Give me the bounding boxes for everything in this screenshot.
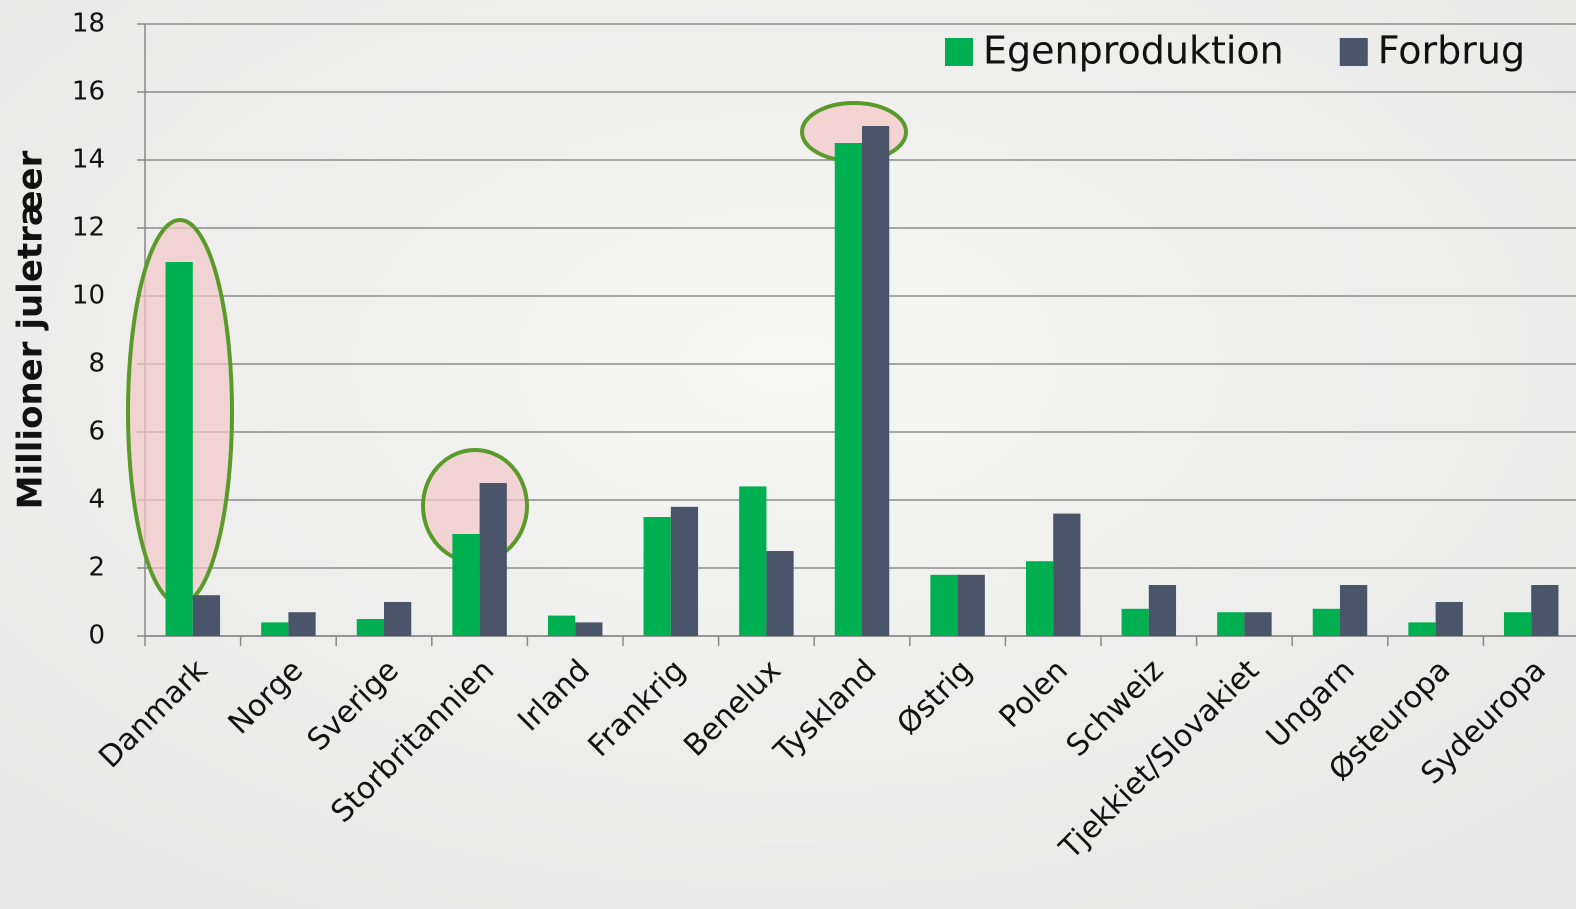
bar [862, 126, 890, 636]
bar [1148, 585, 1177, 636]
bar [1121, 608, 1149, 636]
bar [643, 517, 671, 636]
y-tick-label: 18 [72, 9, 105, 39]
legend-swatch [945, 38, 973, 66]
bar [356, 619, 384, 636]
legend-label: Egenproduktion [983, 29, 1284, 73]
bar [192, 595, 221, 636]
bar [547, 615, 576, 636]
legend-swatch [1339, 38, 1368, 66]
bar [930, 574, 958, 636]
bar [766, 551, 794, 636]
bar [165, 262, 193, 636]
bar [1531, 585, 1559, 636]
y-tick-label: 4 [88, 485, 105, 515]
bar [1244, 612, 1272, 636]
bar [1503, 612, 1532, 636]
bar [739, 486, 767, 636]
y-tick-label: 16 [72, 77, 105, 107]
y-tick-label: 14 [72, 145, 105, 175]
bar [1217, 612, 1245, 636]
y-axis-label: Millioner juletræer [11, 150, 51, 509]
y-tick-label: 2 [88, 553, 105, 583]
y-tick-label: 8 [88, 349, 105, 379]
bar [957, 574, 985, 636]
bar [452, 534, 480, 636]
bar [1340, 585, 1368, 636]
bar [1053, 513, 1081, 636]
bar [288, 612, 316, 636]
y-tick-label: 0 [88, 621, 105, 651]
y-tick-label: 6 [88, 417, 105, 447]
bar [1312, 608, 1340, 636]
bar [834, 143, 862, 636]
bar [1025, 561, 1054, 636]
legend-label: Forbrug [1378, 29, 1525, 73]
bar [479, 483, 507, 636]
bar [1408, 622, 1436, 636]
bar [575, 622, 603, 636]
y-tick-label: 12 [72, 213, 105, 243]
y-tick-label: 10 [72, 281, 105, 311]
bar [670, 506, 699, 636]
bar [1435, 602, 1463, 636]
bar [261, 622, 289, 636]
bar [384, 602, 412, 636]
